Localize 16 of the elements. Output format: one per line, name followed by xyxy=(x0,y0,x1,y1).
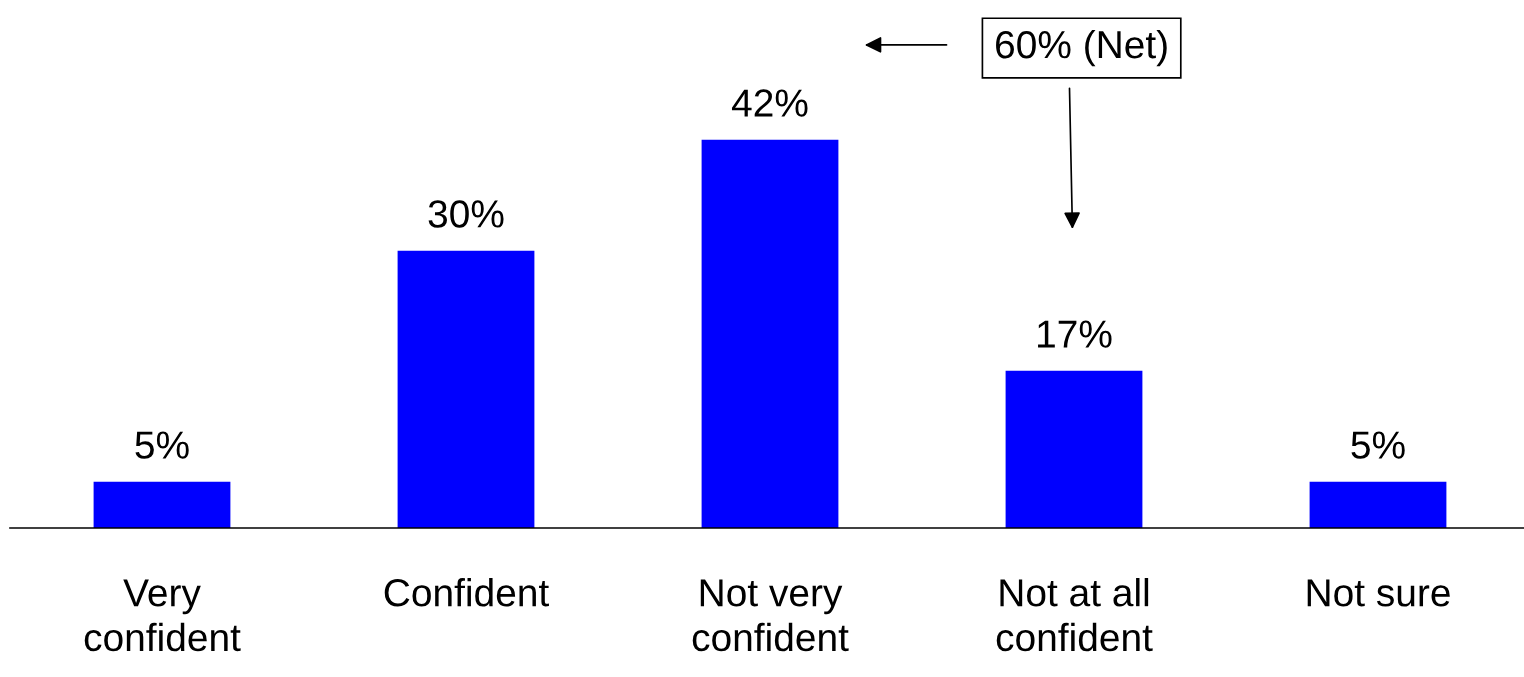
data-label: 30% xyxy=(428,200,504,228)
x-tick-label: Confident xyxy=(384,578,549,607)
text: 60% (Net) xyxy=(996,29,1167,67)
data-label: 17% xyxy=(1038,320,1112,348)
bar xyxy=(1005,370,1143,528)
data-label: 42% xyxy=(731,89,808,117)
bar xyxy=(1309,481,1447,528)
x-tick-label: Not at all confident xyxy=(996,578,1153,652)
data-label: 5% xyxy=(1351,431,1405,459)
x-tick-label: Not very confident xyxy=(692,579,849,652)
x-tick-label: Not sure xyxy=(1307,579,1450,607)
bar xyxy=(701,139,839,528)
bar xyxy=(397,250,535,528)
data-label: 5% xyxy=(135,431,189,459)
bar xyxy=(93,481,231,528)
x-tick-label: Very confident xyxy=(84,579,241,652)
